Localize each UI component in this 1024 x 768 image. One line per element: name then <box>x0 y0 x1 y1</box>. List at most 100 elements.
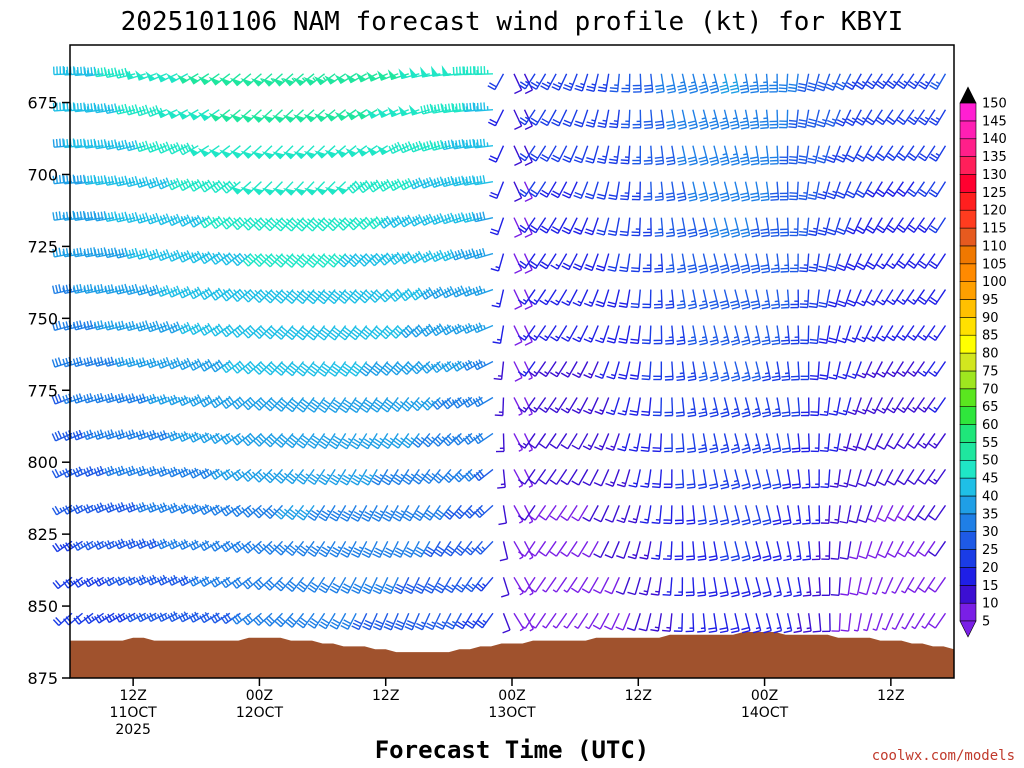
barb-flag <box>402 292 409 300</box>
barb-flag <box>341 219 349 227</box>
barb-staff <box>421 576 431 594</box>
barb-flag <box>415 549 423 555</box>
barb-flag <box>697 558 706 561</box>
barb-flag <box>255 545 262 552</box>
barb-flag <box>220 616 227 624</box>
barb-flag <box>699 195 708 199</box>
barb-half-flag <box>431 472 436 477</box>
barb-flag <box>72 210 75 219</box>
barb-flag <box>629 413 638 416</box>
barb-flag <box>676 414 685 417</box>
barb-flag <box>597 229 606 233</box>
barb-half-flag <box>690 372 696 375</box>
barb-flag <box>328 443 337 450</box>
barb-flag <box>539 228 548 234</box>
barb-flag <box>454 251 459 260</box>
barb-flag <box>159 431 165 440</box>
barb-flag <box>461 139 465 148</box>
barb-flag <box>698 339 707 343</box>
barb-flag <box>687 84 696 88</box>
barb-staff <box>713 361 719 380</box>
wind-barb-306 <box>251 145 273 160</box>
wind-barb-899 <box>654 181 664 202</box>
barb-flag <box>396 620 405 625</box>
barb-flag <box>296 442 304 449</box>
barb-flag <box>62 174 65 183</box>
barb-flag <box>55 248 59 257</box>
barb-flag <box>287 475 295 482</box>
barb-half-flag <box>305 473 310 477</box>
barb-staff <box>75 432 94 441</box>
barb-flag <box>340 295 348 302</box>
barb-flag <box>97 357 101 366</box>
barb-flag <box>372 625 381 631</box>
barb-pennant <box>240 186 254 195</box>
barb-pennant <box>324 75 337 85</box>
barb-flag <box>201 398 208 406</box>
barb-staff <box>280 289 294 304</box>
barb-pennant <box>303 113 316 123</box>
wind-barb-934 <box>676 289 686 310</box>
barb-flag <box>231 223 239 231</box>
barb-flag <box>412 254 418 262</box>
barb-flag <box>289 437 297 444</box>
barb-flag <box>365 362 373 369</box>
wind-barb-909 <box>651 541 663 560</box>
barb-flag <box>436 288 442 296</box>
wind-barb-840 <box>606 361 620 380</box>
barb-staff <box>495 145 505 163</box>
barb-flag <box>373 218 380 226</box>
barb-flag <box>676 228 685 232</box>
barb-flag <box>223 399 230 407</box>
barb-half-flag <box>317 254 322 259</box>
barb-staff <box>333 289 347 305</box>
barb-flag <box>344 290 352 297</box>
barb-flag <box>666 84 675 88</box>
barb-staff <box>523 181 533 199</box>
barb-flag <box>354 619 362 625</box>
barb-flag <box>97 284 101 293</box>
barb-flag <box>207 322 213 331</box>
barb-flag <box>257 291 265 299</box>
barb-flag <box>551 121 560 127</box>
barb-flag <box>435 511 443 518</box>
wind-barb-702 <box>523 576 534 596</box>
barb-flag <box>411 441 419 448</box>
barb-flag <box>367 185 374 193</box>
barb-staff <box>613 361 620 379</box>
barb-staff <box>702 433 708 452</box>
barb-flag <box>131 212 136 221</box>
barb-half-flag <box>220 506 224 511</box>
barb-flag <box>436 585 444 591</box>
barb-staff <box>702 541 707 560</box>
barb-flag <box>296 406 304 413</box>
barb-flag <box>421 403 428 411</box>
barb-flag <box>363 365 371 372</box>
barb-flag <box>430 216 435 225</box>
barb-flag <box>87 103 90 112</box>
barb-flag <box>246 470 254 478</box>
barb-flag <box>309 512 317 519</box>
barb-half-flag <box>529 592 534 596</box>
barb-flag <box>223 220 230 228</box>
wind-barb-780 <box>560 504 578 522</box>
barb-staff <box>623 541 631 559</box>
barb-flag <box>312 290 320 297</box>
barb-half-flag <box>441 399 446 404</box>
wind-barb-603 <box>442 468 462 484</box>
barb-half-flag <box>368 437 374 442</box>
barb-flag <box>152 249 157 258</box>
wind-barb-141 <box>135 538 157 550</box>
barb-flag <box>135 251 140 260</box>
barb-staff <box>681 325 686 344</box>
barb-flag <box>562 86 571 92</box>
barb-flag <box>369 370 378 377</box>
barb-flag <box>128 321 133 330</box>
barb-flag <box>310 365 319 372</box>
barb-flag <box>52 544 58 553</box>
wind-barb-823 <box>595 325 610 344</box>
barb-half-flag <box>191 180 195 185</box>
wind-barb-722 <box>528 145 547 162</box>
barb-flag <box>215 504 221 513</box>
barb-flag <box>689 198 698 202</box>
